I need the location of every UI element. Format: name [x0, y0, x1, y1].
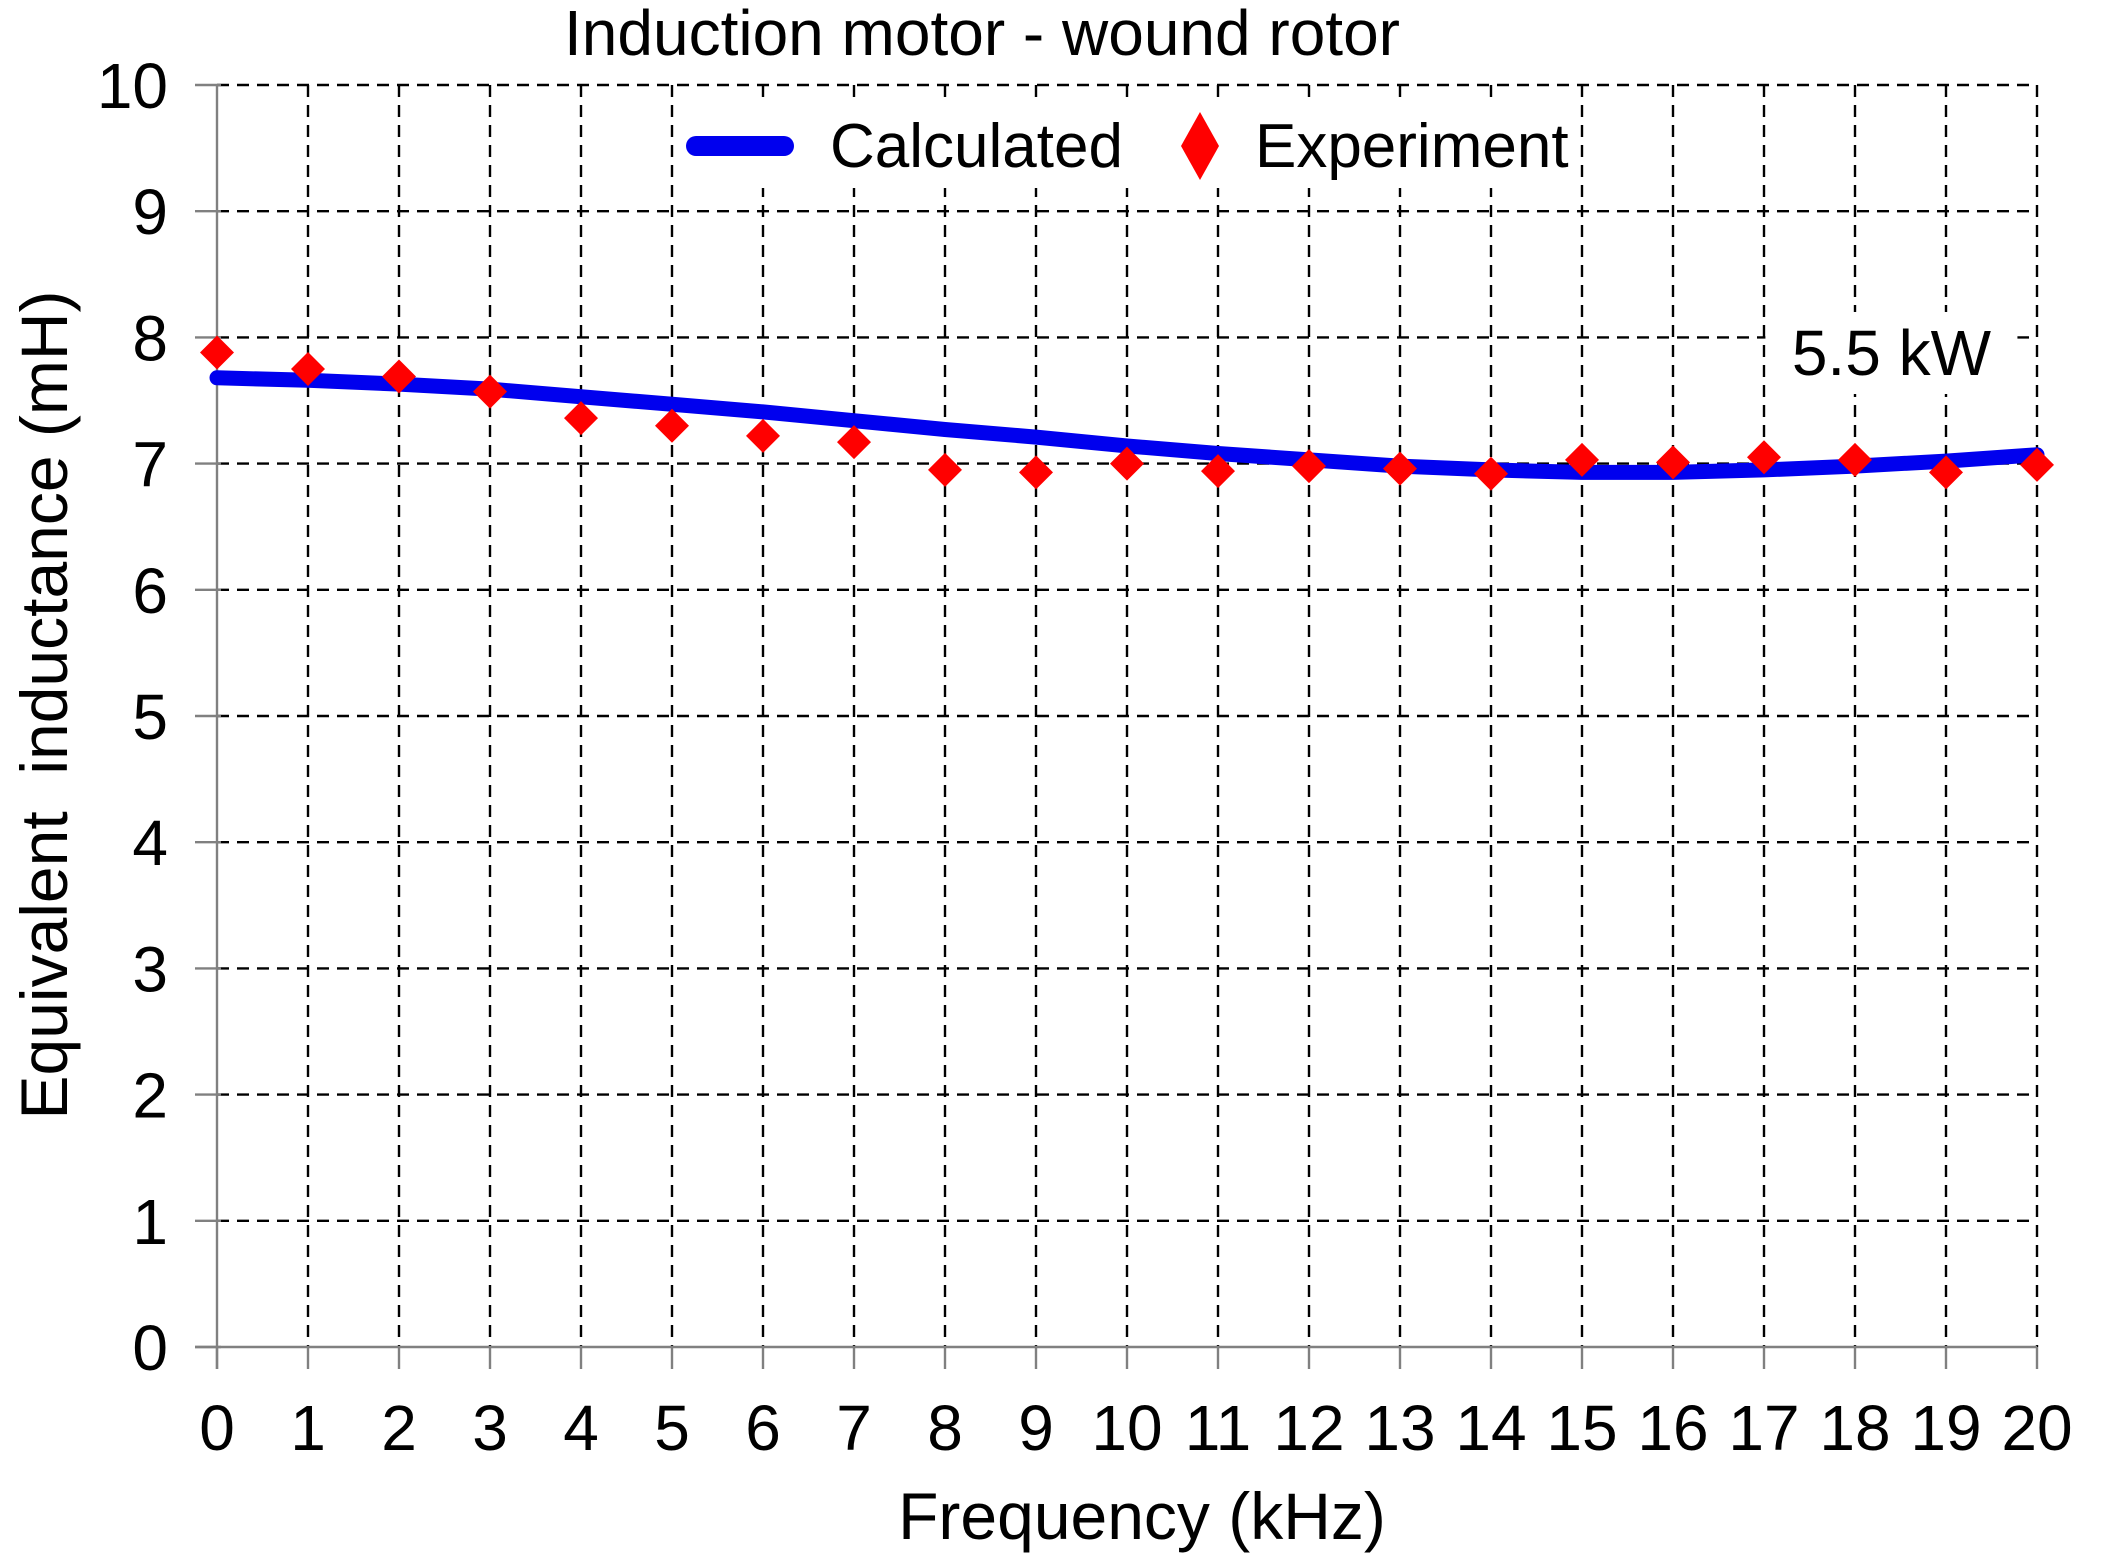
experiment-point-20	[2020, 447, 2054, 482]
x-tick-label-6: 6	[745, 1392, 781, 1464]
legend-line-swatch	[686, 136, 794, 156]
y-tick-label-8: 8	[132, 302, 168, 374]
x-tick-label-17: 17	[1728, 1392, 1799, 1464]
x-tick-label-15: 15	[1546, 1392, 1617, 1464]
legend: Calculated Experiment	[686, 104, 1571, 188]
y-tick-label-2: 2	[132, 1060, 168, 1132]
y-axis-title: Equivalent inductance (mH)	[7, 290, 81, 1120]
experiment-point-17	[1747, 440, 1781, 475]
x-tick-label-1: 1	[290, 1392, 326, 1464]
legend-label-experiment: Experiment	[1252, 110, 1571, 182]
x-tick-label-20: 20	[2001, 1392, 2072, 1464]
y-tick-label-1: 1	[132, 1186, 168, 1258]
experiment-point-2	[382, 359, 416, 394]
y-tick-label-6: 6	[132, 555, 168, 627]
experiment-point-1	[291, 351, 325, 386]
experiment-point-11	[1201, 454, 1235, 489]
x-tick-label-19: 19	[1910, 1392, 1981, 1464]
y-tick-label-3: 3	[132, 933, 168, 1005]
experiment-point-4	[564, 401, 598, 436]
y-tick-label-5: 5	[132, 681, 168, 753]
x-tick-label-3: 3	[472, 1392, 508, 1464]
experiment-point-10	[1110, 446, 1144, 481]
calculated-line	[209, 370, 2045, 480]
y-tick-label-0: 0	[132, 1312, 168, 1384]
legend-label-calculated: Calculated	[828, 110, 1125, 182]
y-tick-label-9: 9	[132, 176, 168, 248]
experiment-point-15	[1565, 442, 1599, 477]
experiment-point-0	[200, 335, 234, 370]
y-tick-label-7: 7	[132, 429, 168, 501]
legend-diamond-icon	[1180, 112, 1219, 180]
diamond-glyph	[1180, 112, 1219, 180]
chart-title: Induction motor - wound rotor	[564, 0, 1400, 69]
experiment-point-13	[1383, 451, 1417, 486]
experiment-point-7	[837, 425, 871, 460]
experiment-point-12	[1292, 449, 1326, 484]
experiment-point-8	[928, 452, 962, 487]
y-tick-label-4: 4	[132, 807, 168, 879]
x-tick-label-7: 7	[836, 1392, 872, 1464]
x-tick-label-4: 4	[563, 1392, 599, 1464]
experiment-point-18	[1838, 442, 1872, 477]
x-tick-label-5: 5	[654, 1392, 690, 1464]
x-tick-label-8: 8	[927, 1392, 963, 1464]
annotation: 5.5 kW	[1765, 311, 2017, 394]
experiment-point-3	[473, 374, 507, 409]
experiment-point-14	[1474, 456, 1508, 491]
x-tick-label-11: 11	[1185, 1392, 1251, 1464]
x-tick-label-2: 2	[381, 1392, 417, 1464]
experiment-point-16	[1656, 445, 1690, 480]
x-tick-label-9: 9	[1018, 1392, 1054, 1464]
x-tick-label-10: 10	[1091, 1392, 1162, 1464]
x-tick-label-14: 14	[1455, 1392, 1526, 1464]
x-tick-label-12: 12	[1273, 1392, 1344, 1464]
y-tick-label-10: 10	[97, 50, 168, 122]
x-tick-label-13: 13	[1364, 1392, 1435, 1464]
experiment-point-5	[655, 408, 689, 443]
x-tick-label-18: 18	[1819, 1392, 1890, 1464]
x-tick-label-0: 0	[199, 1392, 235, 1464]
experiment-point-6	[746, 418, 780, 453]
x-axis-title: Frequency (kHz)	[898, 1479, 1386, 1553]
x-tick-label-16: 16	[1637, 1392, 1708, 1464]
experiment-point-19	[1929, 455, 1963, 490]
experiment-point-9	[1019, 455, 1053, 490]
